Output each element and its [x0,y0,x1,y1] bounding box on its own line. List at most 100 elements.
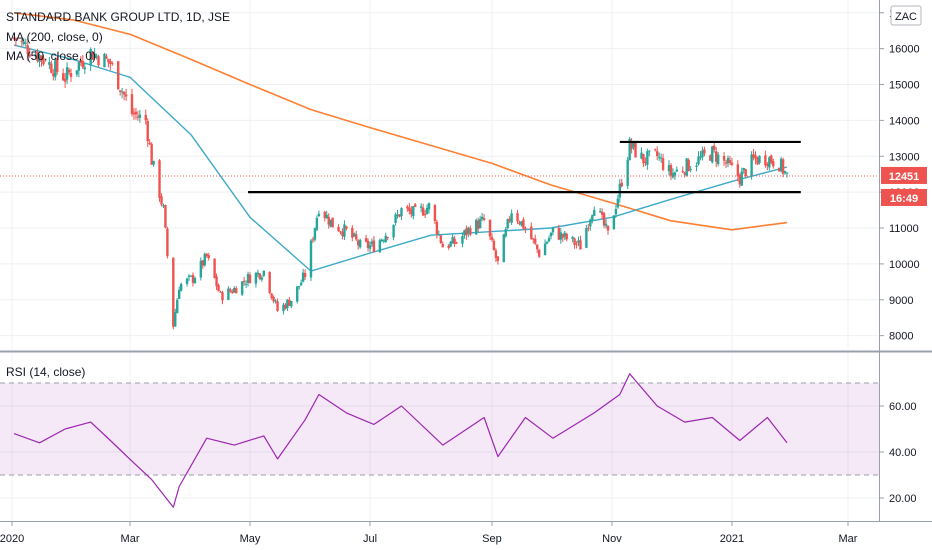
date-tick-labels: 2020 Mar May Jul Sep Nov 2021 Mar [0,522,858,545]
candle-down [105,56,108,59]
candle-down [91,51,94,60]
candle-down [158,160,161,199]
candle-down [634,142,637,158]
candle-up [699,156,702,158]
candle-up [260,277,264,280]
candle-up [589,219,592,227]
candle-up [282,304,285,312]
candle-down [229,289,232,292]
candle-down [752,154,755,158]
candle-down [630,141,633,149]
rsi-layer [13,373,788,508]
symbol-title[interactable]: STANDARD BANK GROUP LTD, 1D, JSE [6,10,230,24]
candle-up [262,270,265,276]
candle-up [378,240,382,253]
candle-down [557,228,561,240]
candle-up [77,62,81,71]
candle-down [109,61,112,64]
candle-up [392,224,395,238]
rsi-legend[interactable]: RSI (14, close) [6,365,85,379]
candle-up [563,232,566,237]
candle-up [370,241,374,245]
candle-up [394,214,397,223]
candle-up [83,67,86,70]
candle-down [398,214,401,217]
candle-up [199,260,203,278]
candle-up [120,91,124,93]
candle-down [683,172,686,175]
candle-up [510,213,513,223]
rsi-tick-labels: 20.00 40.00 60.00 [880,401,917,505]
candle-down [117,61,120,90]
ma200-legend[interactable]: MA (200, close, 0) [6,30,103,44]
price-pane[interactable] [0,0,879,350]
candle-down [303,273,307,278]
trendlines-layer[interactable] [248,140,801,194]
candle-down [406,206,409,209]
candle-down [536,244,539,250]
candle-up [604,223,608,226]
price-tick-label: 10000 [889,259,920,271]
candle-up [685,158,688,176]
candle-down [97,56,100,66]
candle-up [233,288,236,293]
candle-up [463,230,466,236]
rsi-pane[interactable] [0,353,879,521]
candle-up [475,219,478,235]
candle-down [217,285,220,292]
ma50-legend[interactable]: MA (50, close, 0) [6,49,96,63]
time-axis[interactable] [0,522,932,550]
candle-down [754,155,757,159]
currency-button[interactable]: ZAC [890,5,922,26]
candle-down [345,226,348,229]
candle-down [339,231,342,233]
price-axis[interactable] [880,0,932,521]
candle-up [673,172,677,176]
candle-up [551,227,555,233]
price-tick-label: 8000 [889,331,913,343]
candle-down [219,291,222,293]
rsi-band-fill [0,383,879,475]
candle-down [661,158,665,170]
candle-down [69,73,73,78]
price-tick-label: 14000 [889,115,920,127]
candle-up [549,232,553,237]
candle-up [716,154,720,165]
candle-down [537,249,541,257]
price-tags: 12451 16:49 [881,166,927,206]
date-tick-label: Mar [839,533,858,545]
candle-down [357,240,360,246]
candle-down [160,196,163,205]
rsi-tick-label: 20.00 [889,493,917,505]
candle-up [174,312,177,327]
candle-down [132,112,136,115]
candle-down [50,63,53,73]
candle-up [628,138,631,161]
candle-up [65,67,69,80]
candle-up [290,300,293,307]
candle-up [240,281,244,295]
candle-up [640,152,643,159]
candle-down [42,58,45,65]
date-tick-label: 2020 [0,533,24,545]
candle-up [742,168,745,171]
candle-down [323,211,326,218]
candle-up [616,198,620,208]
candle-down [150,143,153,165]
candle-down [655,151,659,157]
grid-lines [0,0,879,521]
candle-down [490,236,494,240]
candle-up [451,237,454,244]
candle-up [419,206,423,208]
candle-up [189,275,193,277]
candle-up [593,210,596,216]
candle-down [756,158,759,165]
candle-down [213,258,216,278]
candle-down [386,237,389,239]
candle-down [372,240,376,252]
candle-down [61,73,65,81]
candle-down [164,205,167,228]
candle-up [95,55,98,57]
candle-up [750,154,753,176]
